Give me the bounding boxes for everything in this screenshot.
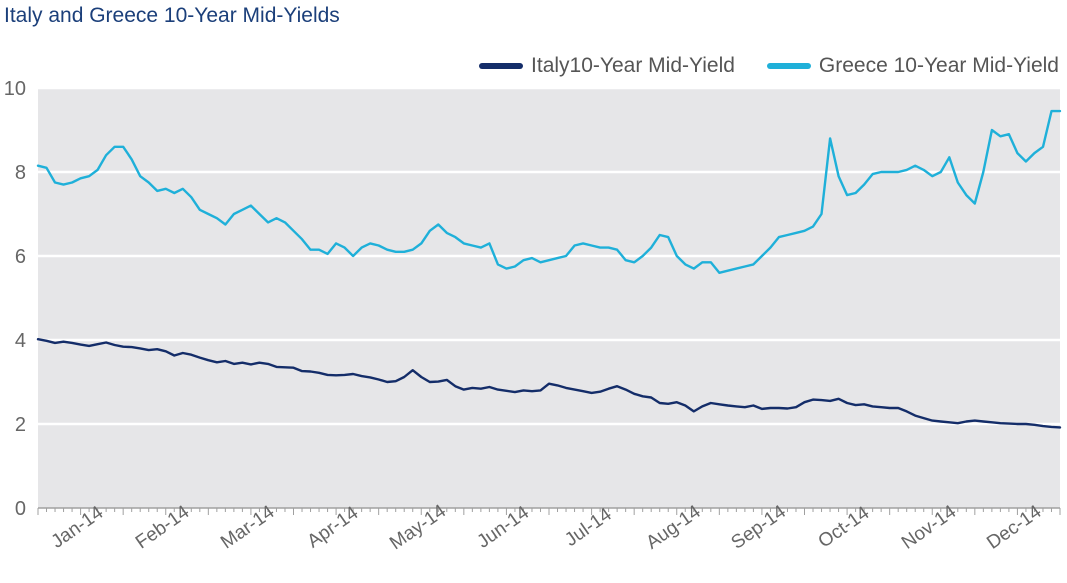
y-tick-label-3: 6 bbox=[15, 246, 26, 268]
legend-label-greece: Greece 10-Year Mid-Yield bbox=[818, 54, 1059, 77]
legend-swatch-italy bbox=[479, 63, 524, 69]
x-tick-label-6: Jul-14 bbox=[561, 504, 616, 551]
x-tick-label-8: Sep-14 bbox=[728, 501, 791, 554]
x-tick-label-10: Nov-14 bbox=[898, 501, 961, 554]
legend-item-greece: Greece 10-Year Mid-Yield bbox=[766, 54, 1059, 78]
x-tick-label-0: Jan-14 bbox=[48, 502, 108, 553]
series-line-1 bbox=[36, 109, 1062, 274]
legend-label-italy: Italy10-Year Mid-Yield bbox=[531, 54, 735, 77]
legend: Italy10-Year Mid-Yield Greece 10-Year Mi… bbox=[479, 54, 1059, 78]
series-line-0 bbox=[36, 338, 1062, 429]
x-tick-label-9: Oct-14 bbox=[815, 502, 874, 552]
x-tick-label-2: Mar-14 bbox=[217, 501, 279, 553]
x-tick-label-1: Feb-14 bbox=[132, 501, 194, 553]
x-tick-label-7: Aug-14 bbox=[642, 501, 705, 554]
chart-title: Italy and Greece 10-Year Mid-Yields bbox=[4, 4, 340, 27]
x-tick-label-3: Apr-14 bbox=[304, 502, 363, 552]
x-tick-label-5: Jun-14 bbox=[473, 502, 533, 553]
y-tick-label-0: 0 bbox=[15, 498, 26, 520]
legend-item-italy: Italy10-Year Mid-Yield bbox=[479, 54, 735, 78]
plot-area bbox=[38, 88, 1060, 508]
legend-swatch-greece bbox=[766, 63, 811, 69]
y-tick-label-4: 8 bbox=[15, 162, 26, 184]
y-tick-label-2: 4 bbox=[15, 330, 26, 352]
x-tick-label-11: Dec-14 bbox=[983, 501, 1046, 554]
y-tick-label-5: 10 bbox=[4, 78, 26, 100]
y-tick-label-1: 2 bbox=[15, 414, 26, 436]
